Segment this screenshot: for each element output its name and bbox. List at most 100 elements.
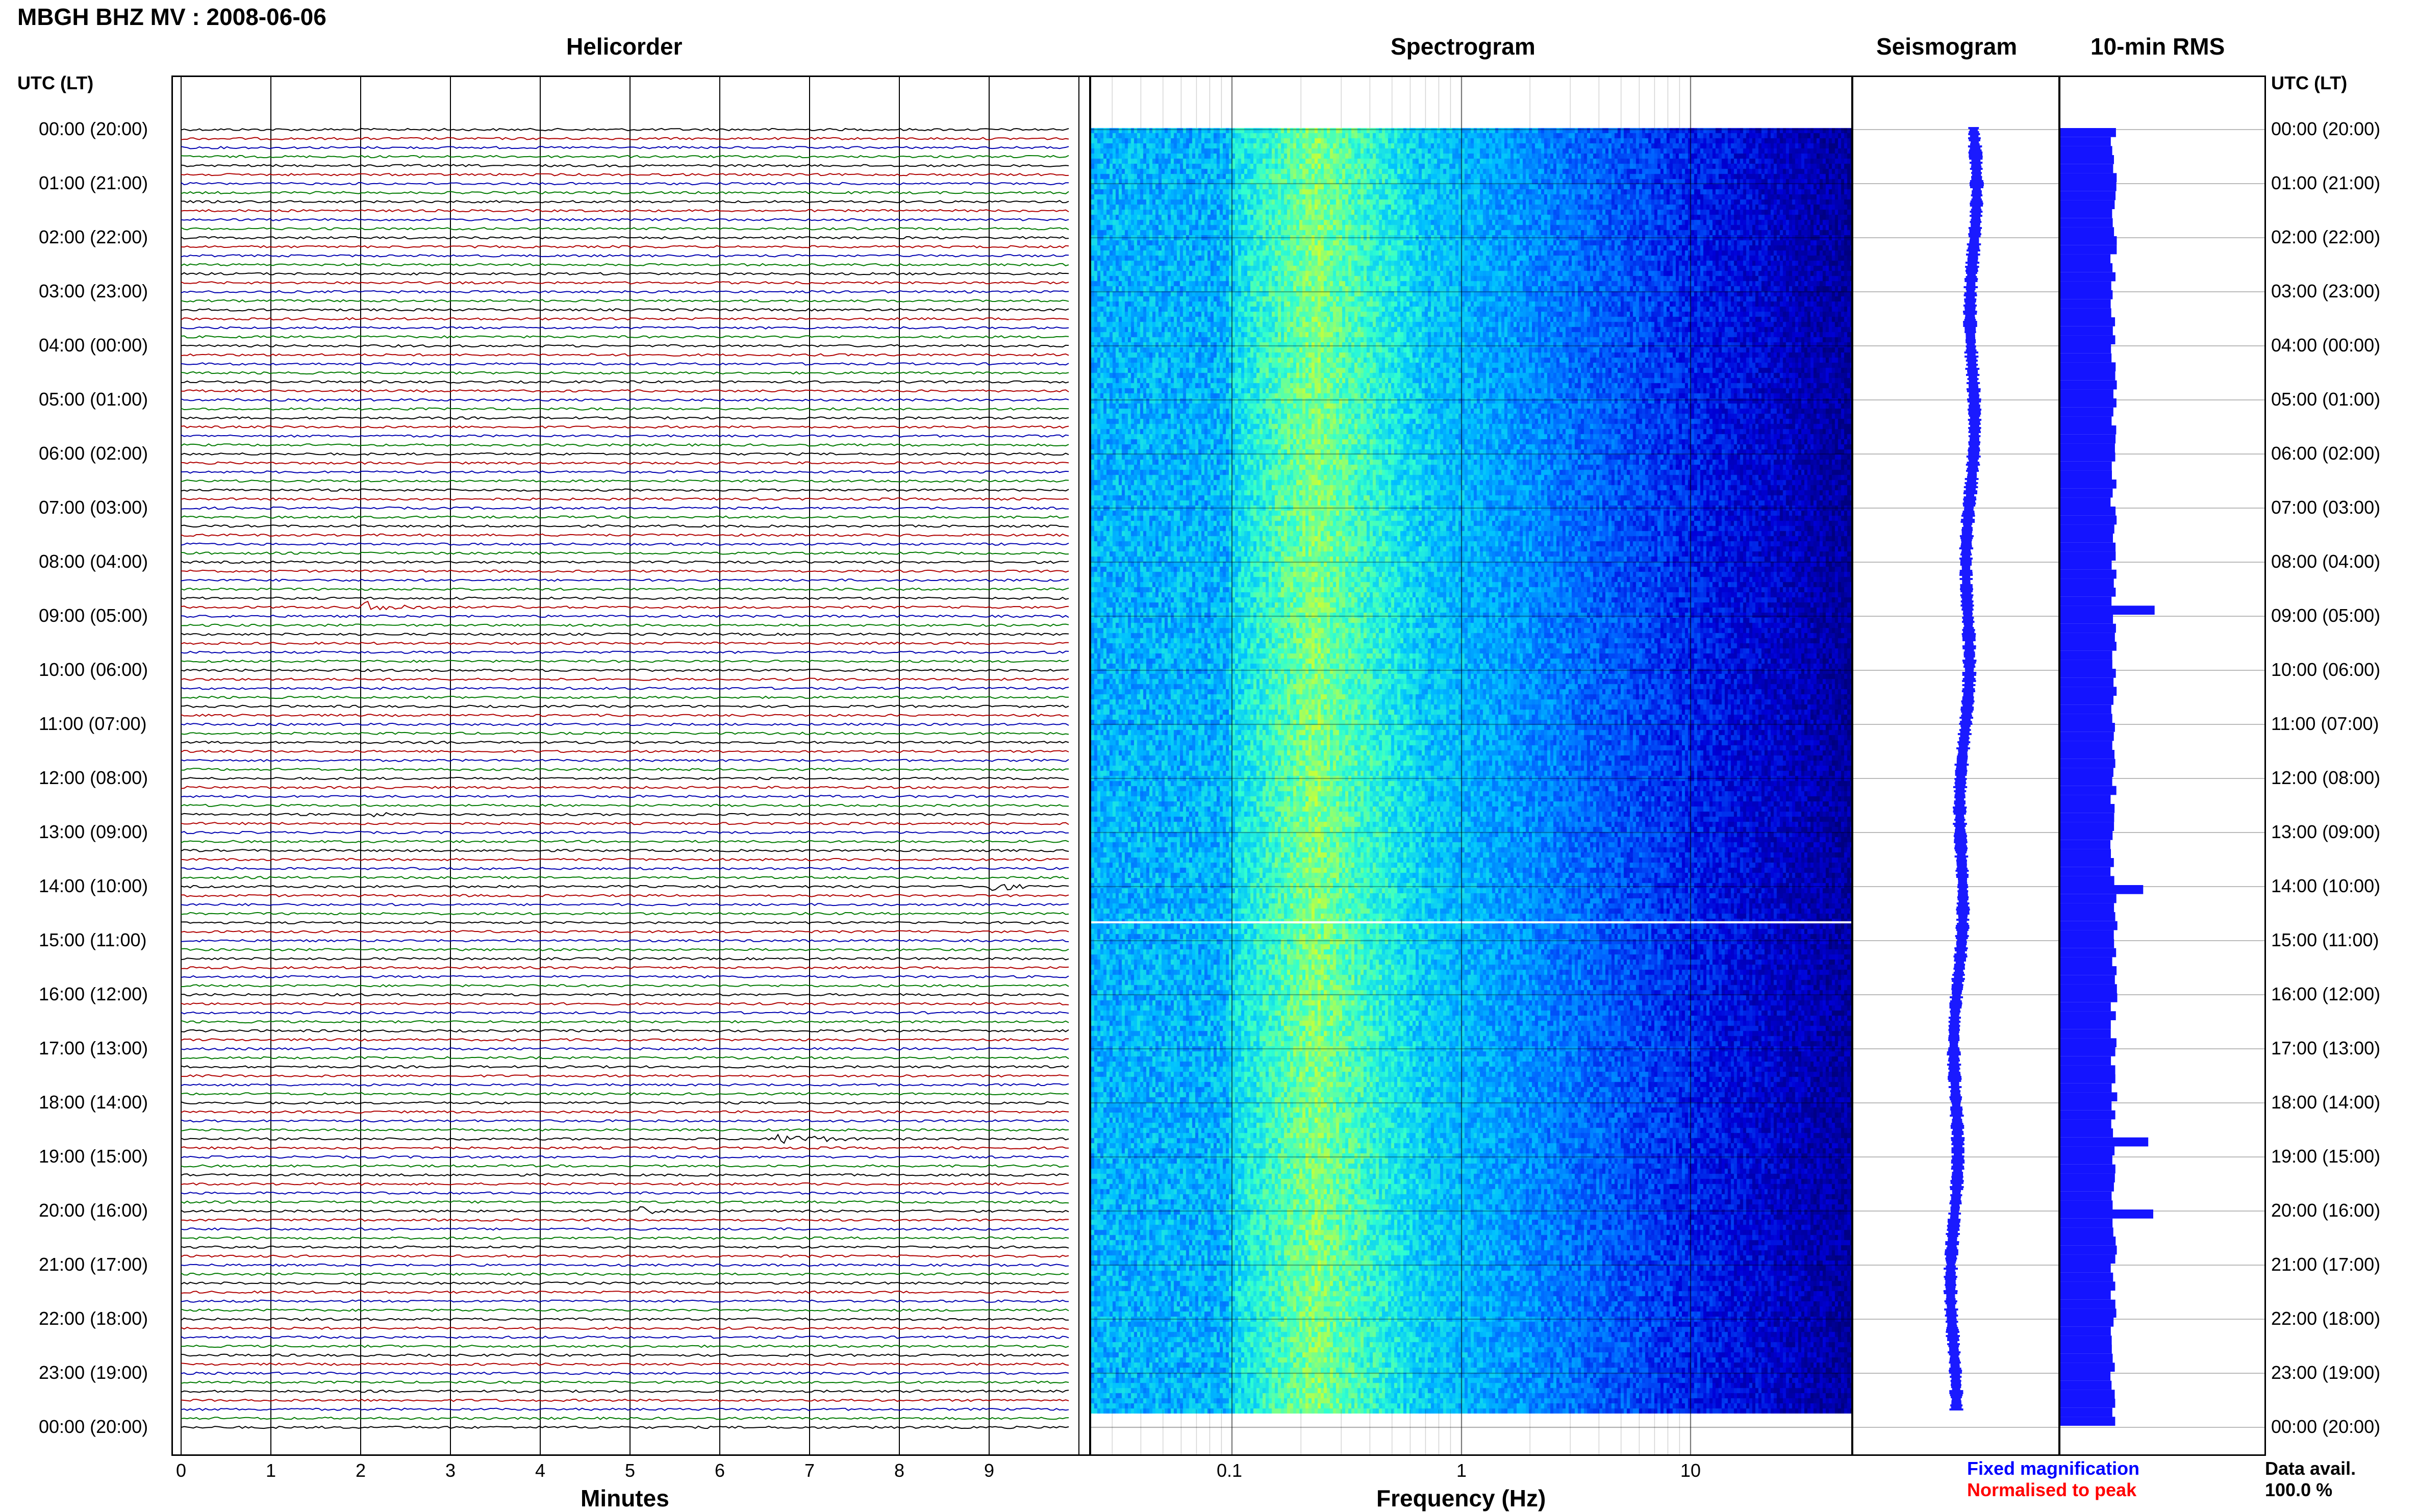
rms-bar [2060, 1128, 2113, 1138]
helicorder-trace [181, 416, 1069, 420]
rms-bar [2060, 768, 2113, 777]
rms-bar [2060, 1399, 2115, 1408]
rms-bar [2060, 443, 2115, 452]
legend-normalised-to-peak: Normalised to peak [1967, 1479, 2137, 1500]
rms-header: 10-min RMS [2090, 33, 2225, 60]
time-label-left: 00:00 (20:00) [39, 1416, 148, 1437]
rms-bar [2060, 218, 2113, 228]
rms-bar [2060, 876, 2114, 885]
helicorder-trace [181, 137, 1069, 140]
helicorder-trace [181, 272, 1069, 276]
rms-bar [2060, 804, 2115, 813]
rms-bar [2060, 1155, 2112, 1165]
helicorder-trace [181, 1380, 1069, 1384]
rms-bar [2060, 515, 2117, 525]
helicorder-trace [181, 398, 1069, 402]
rms-bar [2060, 894, 2117, 903]
helicorder-trace [181, 1056, 1069, 1060]
rms-bar [2060, 741, 2112, 750]
helicorder-trace [181, 308, 1069, 312]
helicorder-trace [181, 1191, 1069, 1195]
helicorder-trace [181, 542, 1069, 546]
rms-bar [2060, 326, 2113, 336]
rms-bar [2060, 1200, 2113, 1209]
rms-bar [2060, 912, 2115, 921]
time-label-right: 18:00 (14:00) [2271, 1092, 2381, 1113]
helicorder-trace [181, 470, 1069, 474]
rms-bar [2060, 1182, 2114, 1192]
helicorder-trace [181, 767, 1069, 771]
rms-bar [2060, 1237, 2116, 1246]
helicorder-trace [181, 1227, 1069, 1231]
helicorder-trace [181, 1335, 1069, 1339]
spectrogram-panel [1090, 75, 1853, 1456]
rms-bar [2060, 1209, 2153, 1219]
time-label-left: 00:00 (20:00) [39, 118, 148, 139]
time-label-left: 19:00 (15:00) [39, 1146, 148, 1167]
helicorder-trace [181, 1272, 1069, 1276]
rms-bar [2060, 849, 2111, 858]
rms-plot [2060, 128, 2264, 1428]
helicorder-panel [171, 75, 1091, 1456]
time-label-left: 15:00 (11:00) [39, 929, 147, 950]
rms-bar [2060, 1363, 2115, 1372]
rms-bar [2060, 795, 2111, 804]
helicorder-trace [181, 966, 1069, 970]
helicorder-trace [181, 434, 1069, 438]
rms-bar [2060, 272, 2115, 282]
time-label-right: 22:00 (18:00) [2271, 1308, 2381, 1329]
rms-bar [2060, 191, 2116, 200]
helicorder-trace [181, 623, 1069, 627]
rms-bar [2060, 497, 2111, 507]
helicorder-trace [181, 191, 1069, 195]
rms-bar [2060, 1326, 2111, 1336]
time-label-right: 16:00 (12:00) [2271, 984, 2381, 1004]
helicorder-trace [181, 1281, 1069, 1285]
helicorder-trace [181, 641, 1069, 645]
helicorder-trace [181, 371, 1069, 375]
helicorder-trace [181, 677, 1069, 681]
rms-bar [2060, 759, 2115, 768]
rms-bar [2060, 470, 2112, 480]
helicorder-trace [181, 1425, 1069, 1429]
rms-bar [2060, 245, 2117, 255]
rms-bar [2060, 1254, 2115, 1264]
rms-bar [2060, 1038, 2117, 1047]
rms-bar [2060, 714, 2112, 723]
helicorder-trace [181, 362, 1069, 366]
helicorder-trace [181, 199, 1069, 204]
rms-bar [2060, 452, 2115, 462]
time-label-left: 12:00 (08:00) [39, 767, 148, 788]
helicorder-trace [181, 1074, 1069, 1078]
frequency-tick-label: 1 [1456, 1460, 1467, 1481]
helicorder-trace [181, 317, 1069, 321]
time-label-right: 01:00 (21:00) [2271, 172, 2381, 193]
rms-bar [2060, 687, 2117, 696]
helicorder-trace [181, 894, 1069, 897]
rms-bar [2060, 155, 2114, 164]
time-label-right: 08:00 (04:00) [2271, 551, 2381, 572]
time-label-right: 00:00 (20:00) [2271, 118, 2381, 139]
rms-bar [2060, 930, 2114, 939]
helicorder-trace [181, 948, 1069, 951]
helicorder-trace [181, 1416, 1069, 1420]
rms-bar [2060, 128, 2116, 137]
minute-tick-label: 8 [894, 1460, 905, 1481]
helicorder-trace [181, 1119, 1069, 1123]
minute-tick-label: 7 [804, 1460, 815, 1481]
helicorder-trace [181, 930, 1069, 934]
helicorder-trace [181, 596, 1069, 600]
rms-bar [2060, 551, 2116, 561]
rms-bar [2060, 704, 2111, 714]
legend-fixed-magnification: Fixed magnification [1967, 1458, 2140, 1479]
time-label-right: 05:00 (01:00) [2271, 389, 2381, 410]
minute-tick-label: 6 [715, 1460, 725, 1481]
helicorder-trace [181, 659, 1069, 663]
rms-bar [2060, 1092, 2118, 1101]
rms-panel [2059, 75, 2266, 1456]
rms-bar [2060, 822, 2114, 831]
helicorder-trace [181, 1206, 1069, 1215]
rms-bar [2060, 1417, 2115, 1426]
helicorder-trace [181, 1002, 1069, 1005]
time-label-left: 11:00 (07:00) [39, 713, 147, 734]
